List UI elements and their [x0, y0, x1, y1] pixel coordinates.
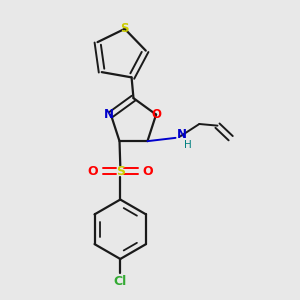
Text: Cl: Cl — [114, 275, 127, 288]
Text: N: N — [104, 108, 114, 121]
Text: S: S — [121, 22, 129, 35]
Text: H: H — [184, 140, 191, 150]
Text: O: O — [88, 165, 98, 178]
Text: N: N — [177, 128, 187, 141]
Text: S: S — [116, 165, 125, 178]
Text: O: O — [151, 108, 161, 121]
Text: O: O — [142, 165, 153, 178]
